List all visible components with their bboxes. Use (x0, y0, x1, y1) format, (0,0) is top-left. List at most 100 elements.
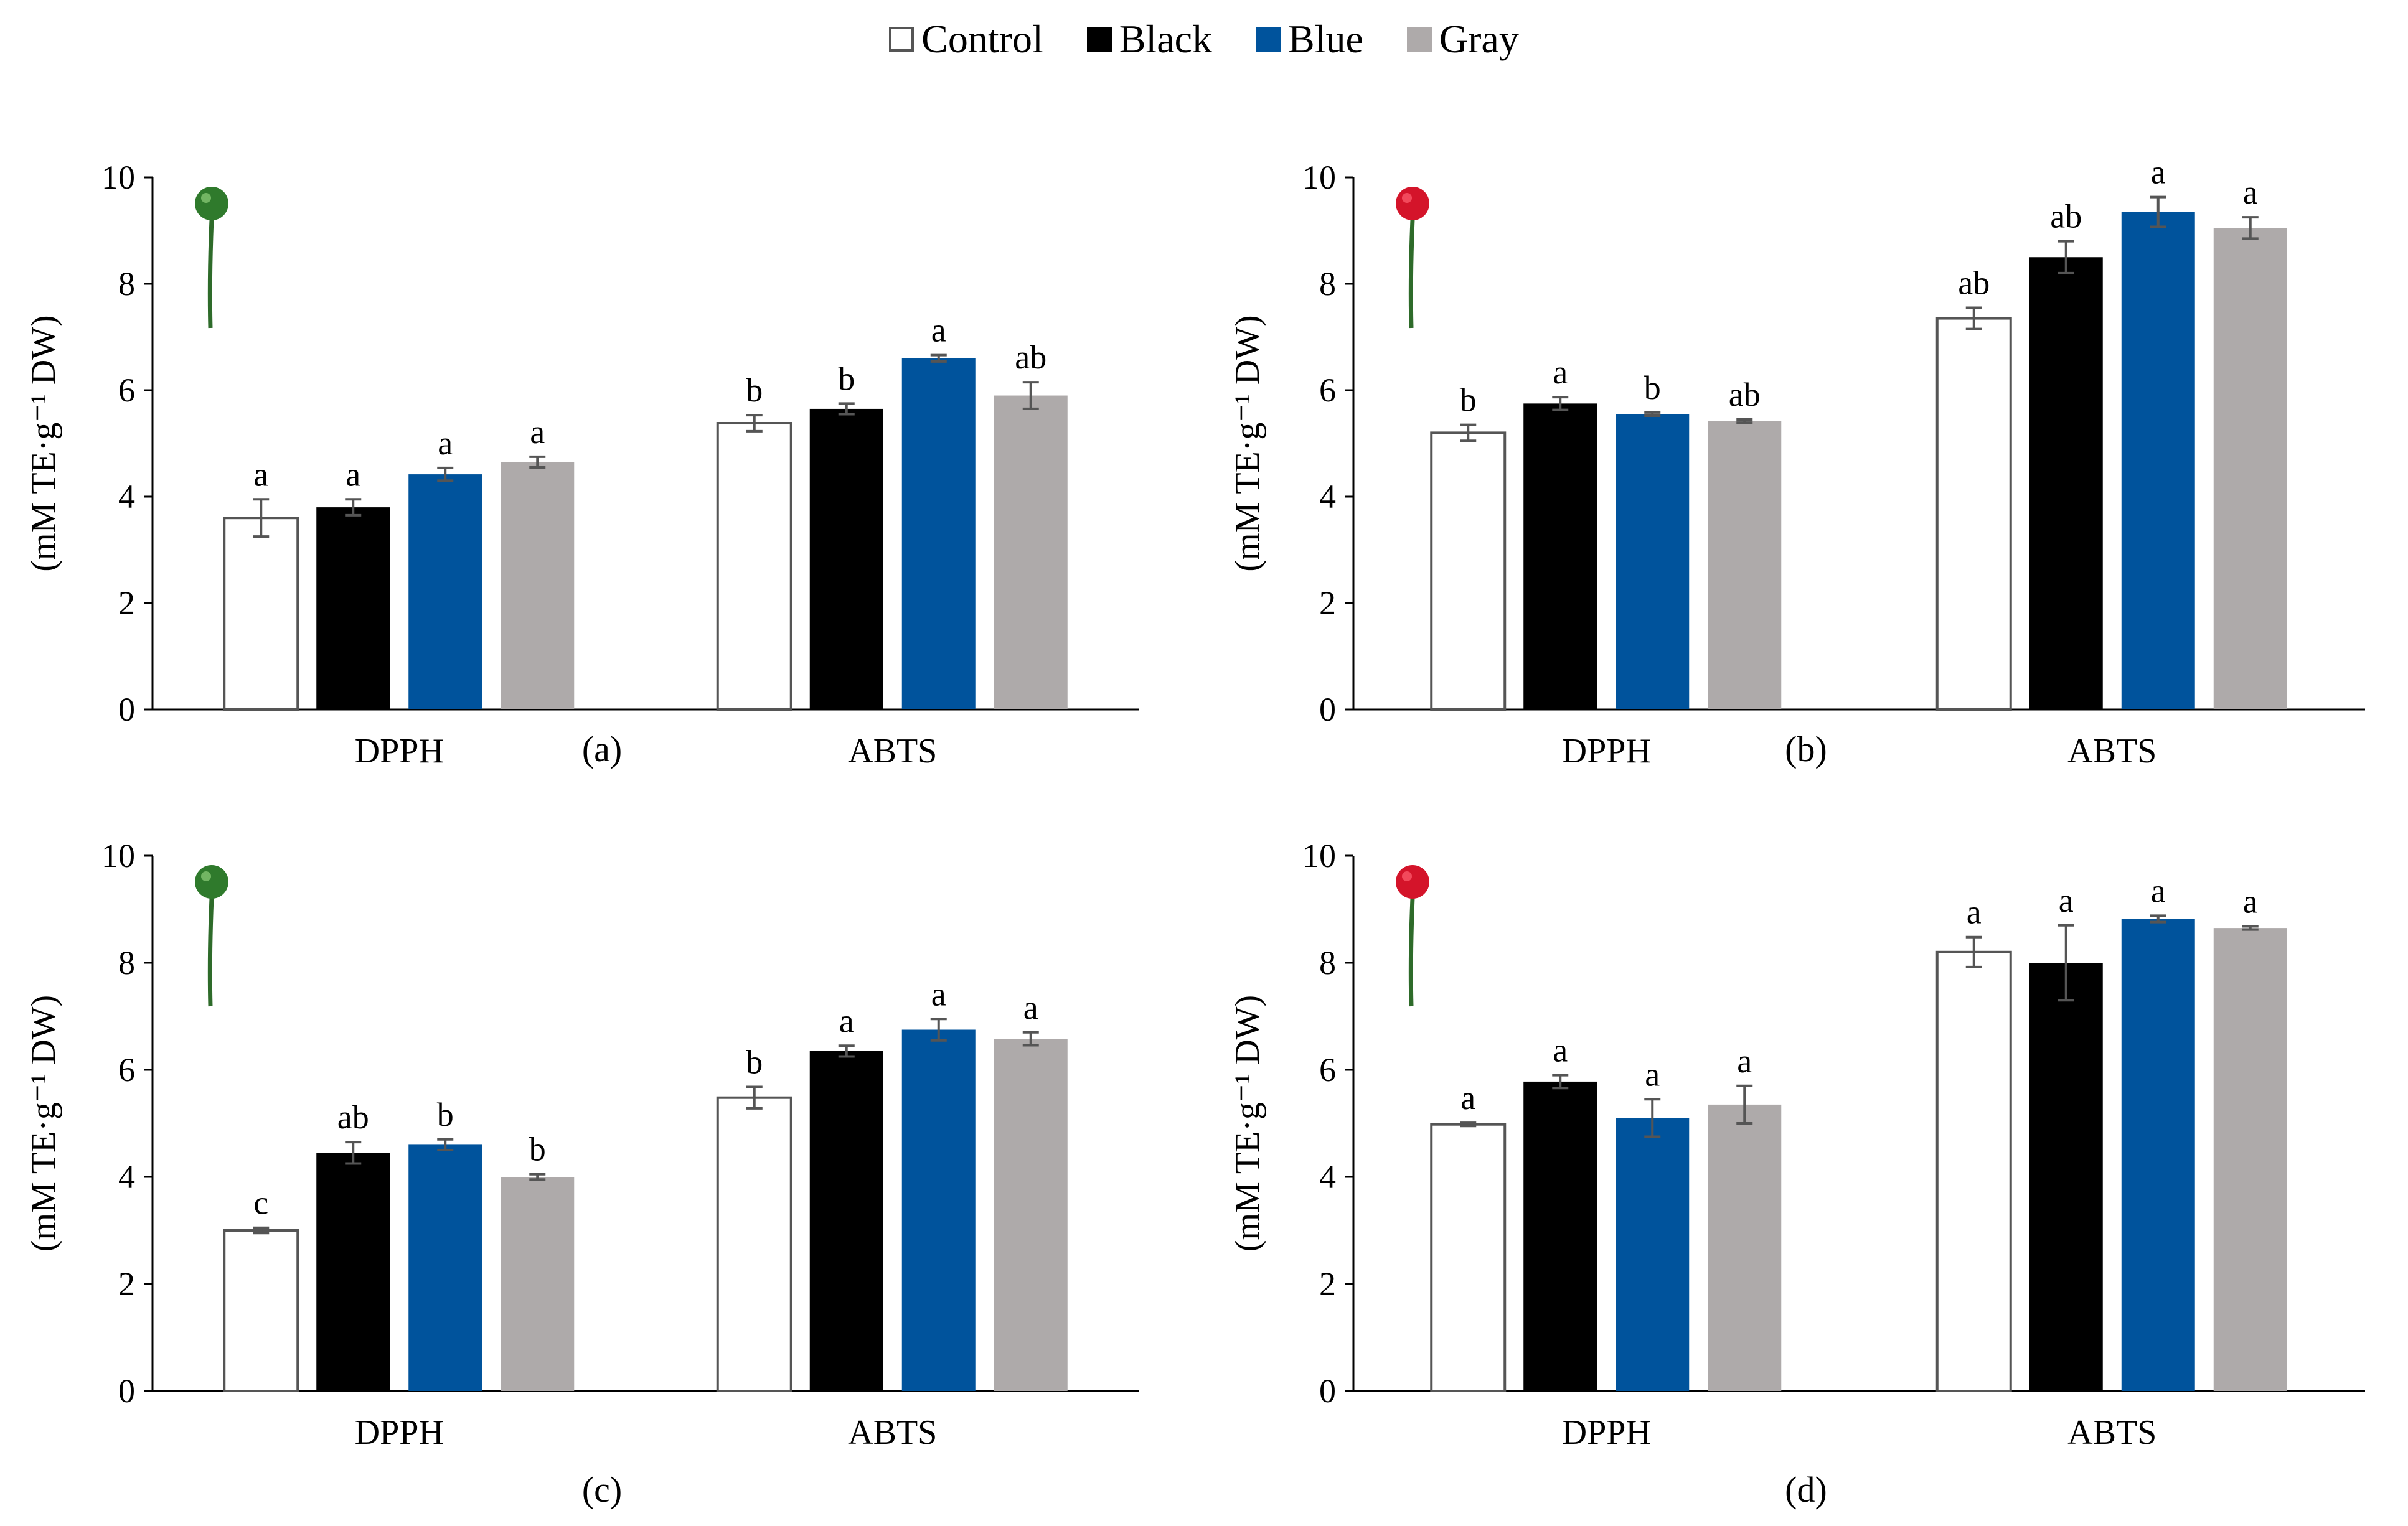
x-tick-label: DPPH (1562, 732, 1651, 770)
error-bar (746, 1085, 763, 1110)
error-bar (838, 1044, 855, 1058)
error-bar (1965, 935, 1982, 968)
error-bar (437, 1138, 454, 1151)
significance-letter: ab (1729, 376, 1761, 413)
y-tick-label: 0 (1319, 1372, 1336, 1410)
y-tick-label: 0 (118, 1372, 135, 1410)
bar-gray-abts (994, 395, 1068, 709)
error-bar (930, 353, 947, 363)
y-tick-label: 4 (118, 478, 135, 515)
significance-letter: ab (2050, 198, 2082, 235)
x-tick-label: ABTS (2067, 1413, 2156, 1452)
x-tick-label: ABTS (848, 732, 937, 770)
bar-blue-abts (2121, 919, 2195, 1391)
cherry-stem (207, 219, 214, 329)
significance-letter: a (530, 413, 545, 451)
y-axis-label: (mM TE·g⁻¹ DW) (24, 315, 63, 571)
legend: Control Black Blue Gray (0, 11, 2408, 67)
error-bar (2150, 914, 2166, 924)
y-tick-label: 6 (118, 1051, 135, 1088)
significance-letter: a (438, 424, 453, 462)
bar-control-abts (1935, 317, 2012, 711)
bar-gray-dpph (501, 1177, 575, 1391)
panel-label: (c) (581, 1469, 623, 1510)
error-bar (529, 455, 546, 469)
chart-panel-b: 0 2 4 6 8 10 (mM TE·g⁻¹ DW) b a b ab DPPH ab ab a a ABTS… (1204, 68, 2408, 803)
bar-control-dpph (223, 1229, 299, 1392)
bar-black-dpph (316, 1153, 390, 1391)
error-bar (1552, 396, 1569, 411)
significance-letter: a (931, 312, 946, 349)
y-tick-label: 10 (1302, 159, 1336, 196)
panel-label: (a) (581, 729, 623, 769)
bar-control-abts (716, 422, 792, 711)
significance-letter: a (1553, 1032, 1568, 1069)
cherry-fruit (1396, 865, 1429, 899)
green-cherry-icon (195, 187, 228, 329)
legend-item-control: Control (889, 16, 1043, 62)
bar-blue-abts (2121, 212, 2195, 709)
significance-letter: a (1023, 989, 1038, 1026)
red-cherry-icon (1396, 865, 1429, 1007)
significance-letter: a (346, 456, 360, 493)
bar-gray-dpph (1708, 1104, 1782, 1391)
significance-letter: a (2059, 882, 2074, 919)
cherry-fruit (1396, 187, 1429, 220)
cherry-stem (1408, 219, 1415, 329)
bar-control-dpph (1430, 1123, 1507, 1392)
bar-blue-dpph (408, 1144, 482, 1391)
y-tick-label: 6 (118, 372, 135, 409)
significance-letter: a (1967, 894, 1982, 931)
error-bar (746, 414, 763, 433)
chart-svg: 0 2 4 6 8 10 (mM TE·g⁻¹ DW) a a a a DPPH b b a ab ABTS (24, 159, 1139, 770)
legend-item-black: Black (1086, 16, 1213, 62)
bar-black-abts (809, 408, 883, 709)
cherry-highlight (201, 871, 211, 881)
significance-letter: a (2151, 872, 2166, 909)
significance-letter: b (746, 372, 763, 409)
y-axis-label: (mM TE·g⁻¹ DW) (1228, 315, 1267, 571)
y-tick-label: 10 (101, 159, 135, 196)
error-bar (437, 466, 454, 482)
error-bar (1022, 1031, 1039, 1047)
x-tick-label: ABTS (2067, 732, 2156, 770)
chart-svg: 0 2 4 6 8 10 (mM TE·g⁻¹ DW) c ab b b DPPH b a a a ABTS (24, 837, 1139, 1452)
error-bar (345, 498, 362, 517)
y-tick-label: 2 (118, 584, 135, 622)
y-tick-label: 4 (118, 1158, 135, 1196)
significance-letter: b (838, 360, 855, 397)
bar-black-dpph (1523, 403, 1597, 709)
cherry-highlight (1402, 871, 1412, 881)
legend-item-blue: Blue (1256, 16, 1363, 62)
cherry-stem (1408, 897, 1415, 1007)
legend-swatch (1406, 27, 1432, 52)
legend-swatch (889, 27, 915, 52)
y-tick-label: 10 (1302, 837, 1336, 874)
bar-gray-abts (2213, 928, 2287, 1391)
legend-label: Black (1119, 17, 1213, 61)
bar-gray-dpph (1708, 421, 1782, 709)
legend-label: Blue (1288, 17, 1363, 61)
error-bar (2242, 925, 2259, 931)
error-bar (529, 1173, 546, 1181)
y-tick-label: 8 (1319, 265, 1336, 302)
y-tick-label: 2 (1319, 1265, 1336, 1303)
significance-letter: a (1645, 1056, 1660, 1093)
chart-panel-a: 0 2 4 6 8 10 (mM TE·g⁻¹ DW) a a a a DPPH b b a ab ABTS (… (0, 68, 1204, 803)
y-tick-label: 0 (1319, 691, 1336, 728)
cherry-stem (207, 897, 214, 1007)
legend-swatch (1256, 27, 1281, 52)
error-bar (1460, 1121, 1477, 1128)
significance-letter: ab (1958, 264, 1990, 301)
chart-svg: 0 2 4 6 8 10 (mM TE·g⁻¹ DW) a a a a DPPH a a a a ABTS (1228, 837, 2365, 1452)
error-bar (1552, 1074, 1569, 1090)
error-bar (2058, 924, 2074, 1002)
y-axis-label: (mM TE·g⁻¹ DW) (24, 995, 63, 1252)
y-tick-label: 4 (1319, 1158, 1336, 1196)
bar-blue-dpph (1616, 414, 1690, 709)
panel-label: (d) (1785, 1469, 1827, 1510)
cherry-highlight (201, 193, 211, 203)
significance-letter: b (1644, 369, 1661, 406)
error-bar (1736, 418, 1753, 424)
cherry-fruit (195, 187, 228, 220)
